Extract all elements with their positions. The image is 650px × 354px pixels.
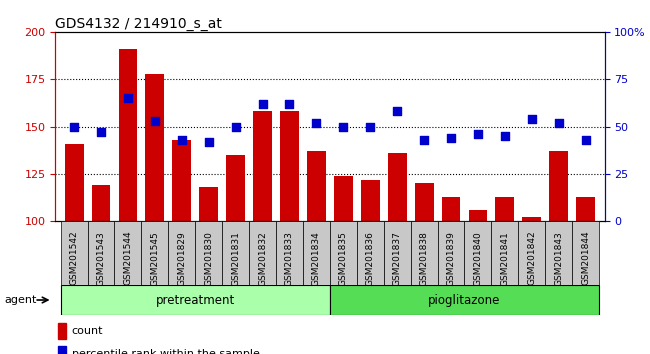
Bar <box>307 151 326 354</box>
Text: percentile rank within the sample: percentile rank within the sample <box>72 349 259 354</box>
Point <box>554 120 564 126</box>
Bar <box>361 179 380 354</box>
Point <box>284 101 294 107</box>
Point <box>338 124 348 130</box>
Text: GSM201545: GSM201545 <box>150 231 159 286</box>
Text: count: count <box>72 326 103 337</box>
Bar <box>303 221 330 285</box>
Text: GSM201833: GSM201833 <box>285 231 294 286</box>
Bar <box>469 210 488 354</box>
Bar <box>465 221 491 285</box>
Text: GSM201829: GSM201829 <box>177 231 187 286</box>
Point <box>473 131 483 137</box>
Point <box>526 116 537 122</box>
Bar <box>411 221 437 285</box>
Text: GSM201835: GSM201835 <box>339 231 348 286</box>
Bar <box>142 221 168 285</box>
Bar <box>441 196 460 354</box>
Bar <box>88 221 114 285</box>
Point <box>257 101 268 107</box>
Point <box>150 118 160 124</box>
Text: GDS4132 / 214910_s_at: GDS4132 / 214910_s_at <box>55 17 222 31</box>
Point <box>123 95 133 101</box>
Bar <box>118 49 137 354</box>
Bar <box>491 221 518 285</box>
Bar <box>384 221 411 285</box>
Point <box>392 109 402 114</box>
Bar <box>495 196 514 354</box>
Point <box>446 135 456 141</box>
Point <box>69 124 79 130</box>
Text: GSM201543: GSM201543 <box>96 231 105 286</box>
Bar <box>280 112 299 354</box>
Point <box>96 130 106 135</box>
Text: GSM201836: GSM201836 <box>366 231 375 286</box>
Text: GSM201841: GSM201841 <box>500 231 510 286</box>
Point <box>500 133 510 139</box>
Point <box>311 120 322 126</box>
Bar <box>330 221 357 285</box>
Text: agent: agent <box>5 295 37 305</box>
Text: GSM201832: GSM201832 <box>258 231 267 286</box>
Text: GSM201542: GSM201542 <box>70 231 79 285</box>
Text: pretreatment: pretreatment <box>155 293 235 307</box>
Text: GSM201842: GSM201842 <box>527 231 536 285</box>
Point <box>177 137 187 143</box>
Bar <box>249 221 276 285</box>
Bar <box>549 151 568 354</box>
Bar <box>64 144 83 354</box>
Bar <box>168 221 195 285</box>
Text: GSM201840: GSM201840 <box>473 231 482 286</box>
Bar <box>330 285 599 315</box>
Bar <box>92 185 110 354</box>
Bar <box>114 221 142 285</box>
Text: GSM201838: GSM201838 <box>420 231 428 286</box>
Bar <box>58 346 66 354</box>
Bar <box>253 112 272 354</box>
Bar <box>572 221 599 285</box>
Bar <box>518 221 545 285</box>
Text: GSM201844: GSM201844 <box>581 231 590 285</box>
Point <box>365 124 376 130</box>
Bar <box>276 221 303 285</box>
Bar <box>195 221 222 285</box>
Bar <box>388 153 407 354</box>
Bar <box>222 221 249 285</box>
Point <box>419 137 429 143</box>
Bar <box>334 176 353 354</box>
Bar <box>523 217 541 354</box>
Point <box>203 139 214 144</box>
Text: pioglitazone: pioglitazone <box>428 293 500 307</box>
Text: GSM201831: GSM201831 <box>231 231 240 286</box>
Bar <box>415 183 434 354</box>
Bar <box>60 221 88 285</box>
Text: GSM201834: GSM201834 <box>312 231 321 286</box>
Point <box>231 124 241 130</box>
Bar <box>357 221 384 285</box>
Text: GSM201843: GSM201843 <box>554 231 564 286</box>
Bar <box>577 196 595 354</box>
Text: GSM201837: GSM201837 <box>393 231 402 286</box>
Text: GSM201839: GSM201839 <box>447 231 456 286</box>
Bar <box>545 221 572 285</box>
Bar <box>146 74 164 354</box>
Bar <box>60 285 330 315</box>
Text: GSM201544: GSM201544 <box>124 231 133 285</box>
Bar <box>172 140 191 354</box>
Point <box>580 137 591 143</box>
Bar <box>437 221 465 285</box>
Bar <box>58 323 66 339</box>
Bar <box>200 187 218 354</box>
Bar <box>226 155 245 354</box>
Text: GSM201830: GSM201830 <box>204 231 213 286</box>
